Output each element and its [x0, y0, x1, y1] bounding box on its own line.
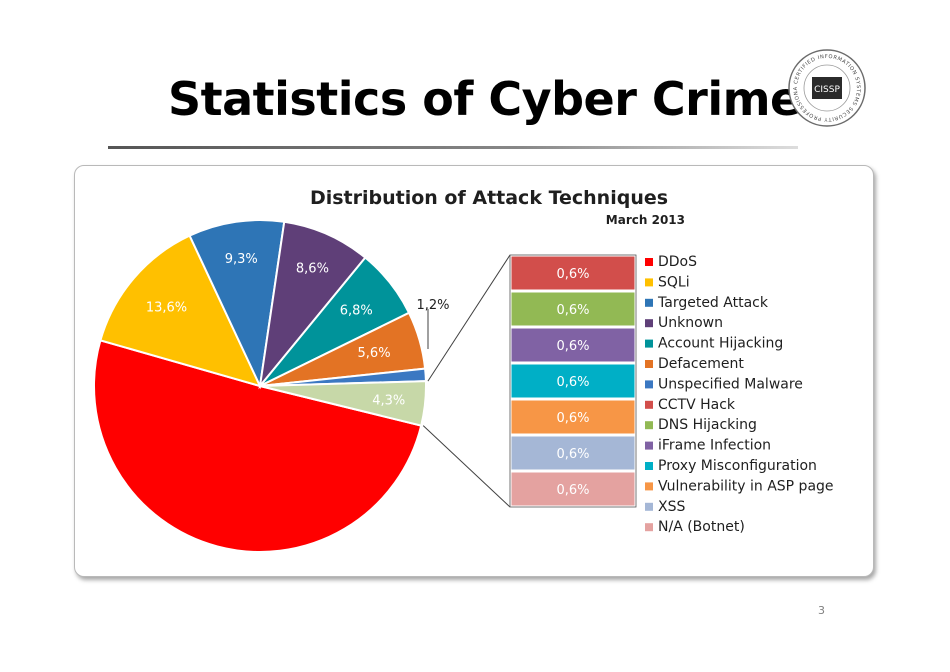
breakdown-segment-label: 0,6% [556, 375, 589, 390]
legend-swatch [645, 319, 653, 328]
breakdown-segment [510, 363, 636, 399]
legend: DDoS SQLi Targeted Attack Unknown Account Hi… [645, 254, 834, 535]
connector-line [422, 425, 511, 508]
legend-swatch [645, 482, 653, 491]
legend-entry: iFrame Infection [658, 438, 771, 454]
legend-entry: Unknown [658, 315, 723, 331]
legend-entry: XSS [658, 499, 685, 515]
breakdown-segment-label: 0,6% [556, 483, 589, 498]
legend-swatch [645, 258, 653, 266]
breakdown-stack-border [509, 254, 637, 508]
legend-swatch [645, 462, 653, 470]
legend-swatch [645, 298, 653, 307]
legend-entry: DDoS [658, 254, 697, 270]
breakdown-segment [510, 471, 636, 507]
legend-entry: CCTV Hack [658, 397, 736, 413]
chart-title: Distribution of Attack Techniques [310, 187, 668, 209]
legend-swatch [645, 360, 653, 368]
breakdown-stack: 0,6% 0,6% 0,6% 0,6% 0,6% 0,6% 0,6% [509, 254, 637, 508]
breakdown-segment [510, 291, 636, 327]
attack-distribution-chart: Distribution of Attack Techniques March … [93, 187, 834, 574]
legend-entry: Proxy Misconfiguration [658, 458, 817, 474]
breakdown-segment [510, 327, 636, 363]
pie-slice [99, 234, 262, 388]
pie-slice-label: 50,6% [223, 559, 264, 574]
pie-breakdown-connectors [422, 254, 511, 508]
pie: 50,6% 13,6% 9,3% 8,6% 6,8% 5,6% 1,2% 4,3% [93, 219, 450, 574]
legend-swatch [645, 400, 653, 409]
pie-slice [93, 339, 423, 554]
legend-entry: N/A (Botnet) [658, 519, 745, 535]
badge-label: CISSP [814, 85, 840, 95]
pie-slice-label: 5,6% [358, 346, 391, 361]
legend-swatch [645, 380, 653, 389]
legend-entry: Defacement [658, 356, 744, 372]
legend-swatch [645, 339, 653, 348]
chart-subtitle: March 2013 [606, 213, 685, 227]
legend-swatch [645, 278, 653, 287]
legend-swatch [645, 441, 653, 450]
breakdown-segment [510, 255, 636, 291]
pie-slice [188, 219, 286, 390]
legend-entry: Vulnerability in ASP page [658, 478, 834, 494]
breakdown-segment-label: 0,6% [556, 447, 589, 462]
pie-slice-label: 6,8% [340, 304, 373, 319]
breakdown-segment-label: 0,6% [556, 411, 589, 426]
legend-swatch [645, 421, 653, 430]
breakdown-segment-label: 0,6% [556, 339, 589, 354]
pie-slice [259, 380, 427, 427]
pie-slice-label: 1,2% [416, 298, 449, 313]
pie-slice-label: 13,6% [146, 300, 187, 315]
chart-panel: Distribution of Attack Techniques March … [74, 165, 874, 577]
legend-entry: Unspecified Malware [658, 376, 803, 392]
cissp-badge-icon: CERTIFIED INFORMATION SYSTEMS SECURITY P… [785, 46, 866, 127]
legend-swatch [645, 502, 653, 511]
legend-swatch [645, 523, 653, 532]
pie-slice-label: 8,6% [296, 262, 329, 277]
pie-slice [258, 220, 367, 390]
legend-entry: DNS Hijacking [658, 417, 757, 433]
breakdown-segment-label: 0,6% [556, 267, 589, 282]
slide-title: Statistics of Cyber Crime [168, 72, 801, 126]
page-number: 3 [818, 604, 825, 617]
legend-entry: Account Hijacking [658, 336, 783, 352]
legend-entry: Targeted Attack [657, 295, 769, 311]
pie-slice-label: 4,3% [372, 394, 405, 409]
breakdown-segment [510, 399, 636, 435]
title-underline [108, 146, 798, 149]
breakdown-segment-label: 0,6% [556, 303, 589, 318]
pie-slice-label: 9,3% [225, 252, 258, 267]
breakdown-segment [510, 435, 636, 471]
legend-entry: SQLi [658, 274, 690, 290]
connector-line [427, 254, 511, 382]
